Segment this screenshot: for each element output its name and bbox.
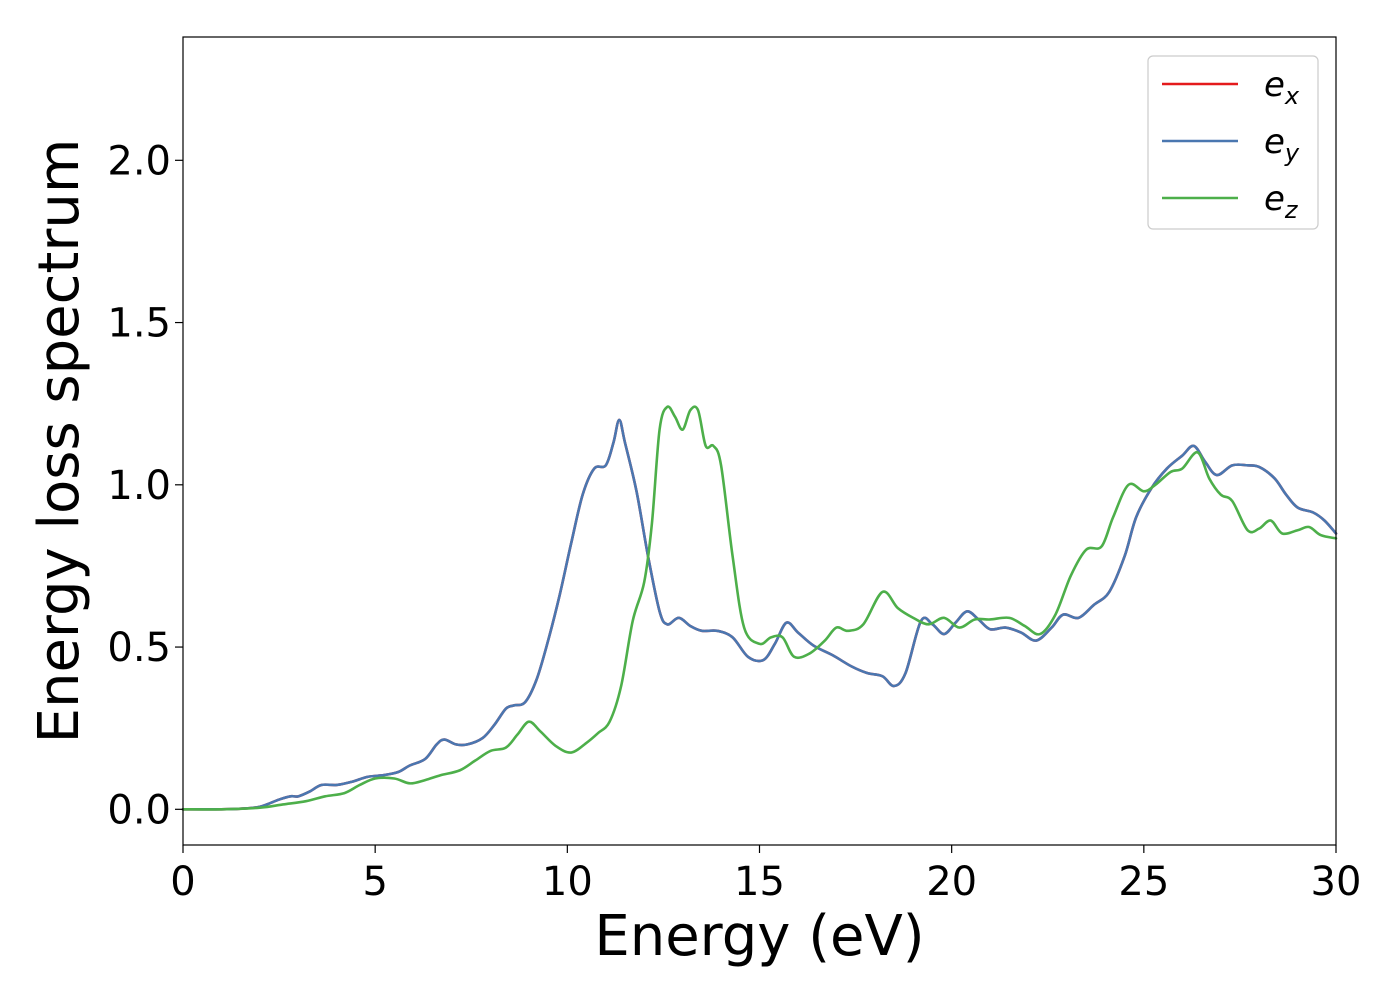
plot-area bbox=[183, 37, 1336, 845]
x-axis-title: Energy (eV) bbox=[594, 904, 924, 969]
y-tick-label: 0.5 bbox=[107, 625, 171, 671]
legend-label-e-y: ey bbox=[1264, 122, 1300, 167]
x-tick-label: 20 bbox=[926, 859, 977, 905]
x-tick-label: 10 bbox=[542, 859, 593, 905]
y-tick-label: 1.5 bbox=[107, 301, 171, 347]
x-tick-label: 15 bbox=[734, 859, 785, 905]
x-tick-label: 25 bbox=[1118, 859, 1169, 905]
x-tick-label: 5 bbox=[362, 859, 387, 905]
x-tick-label: 30 bbox=[1311, 859, 1362, 905]
series-layer bbox=[181, 405, 1338, 811]
series-line-e-y bbox=[181, 418, 1338, 811]
series-line-e-z bbox=[181, 405, 1338, 811]
y-tick-label: 0.0 bbox=[107, 787, 171, 833]
legend: ex ey ez bbox=[1147, 55, 1319, 230]
y-tick-label: 2.0 bbox=[107, 138, 171, 184]
y-tick-label: 1.0 bbox=[107, 463, 171, 509]
legend-label-e-z: ez bbox=[1264, 179, 1299, 224]
x-tick-label: 0 bbox=[170, 859, 195, 905]
legend-label-e-x: ex bbox=[1264, 65, 1300, 110]
y-axis-title: Energy loss spectrum bbox=[27, 139, 92, 744]
ticks-layer: 0 5 10 15 20 25 30 0.0 0.5 1.0 1.5 2.0 bbox=[107, 138, 1361, 905]
axes-frame bbox=[182, 36, 1337, 846]
legend-box bbox=[1147, 55, 1319, 230]
